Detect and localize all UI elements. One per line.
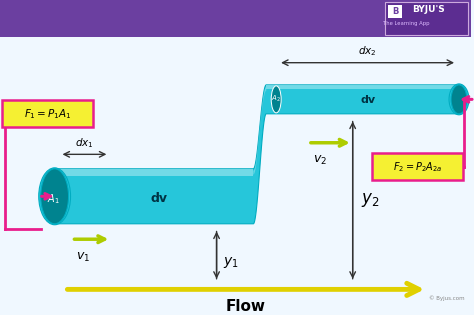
Ellipse shape [41,169,69,224]
Text: BYJU'S: BYJU'S [412,5,445,14]
Text: $v_2$: $v_2$ [313,154,327,168]
Text: dv: dv [360,95,375,105]
Text: $F_2 = P_2A_{2a}$: $F_2 = P_2A_{2a}$ [392,160,442,174]
Bar [385,2,468,35]
Text: The Learning App: The Learning App [383,21,429,26]
Text: $dx_1$: $dx_1$ [75,136,94,150]
Text: Flow: Flow [226,299,266,314]
Text: $F_1 = P_1A_1$: $F_1 = P_1A_1$ [24,107,72,121]
Text: B: B [392,7,399,16]
Ellipse shape [271,86,281,113]
Text: $y_2$: $y_2$ [361,191,379,209]
Text: $A_1$: $A_1$ [47,192,60,206]
Polygon shape [253,87,266,175]
Polygon shape [55,169,253,175]
Ellipse shape [451,85,467,114]
Polygon shape [266,85,459,89]
Polygon shape [55,85,459,224]
Text: dv: dv [150,192,167,205]
Text: $y_1$: $y_1$ [222,255,238,270]
Text: $dx_2$: $dx_2$ [358,44,377,58]
FancyBboxPatch shape [372,153,463,180]
Text: $A_2$: $A_2$ [271,94,281,105]
Bar [0,0,471,37]
FancyBboxPatch shape [2,100,93,127]
Bar [388,5,402,18]
Text: © Byjus.com: © Byjus.com [429,295,465,301]
Ellipse shape [449,84,469,115]
Ellipse shape [39,168,71,225]
Text: $v_1$: $v_1$ [75,251,90,264]
Text: BERNOULLI'S EQUATION DERIVATION: BERNOULLI'S EQUATION DERIVATION [12,12,315,27]
